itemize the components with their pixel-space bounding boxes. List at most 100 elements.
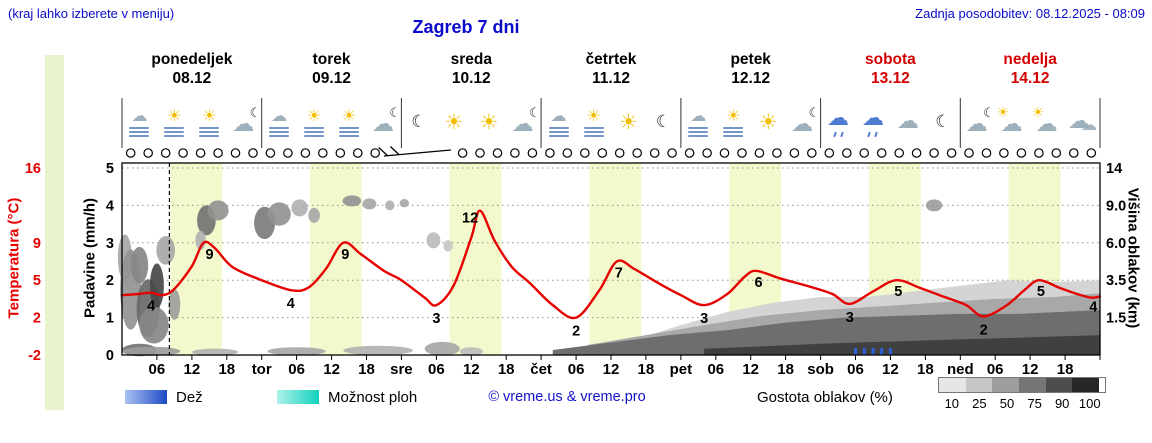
rain-bar xyxy=(862,348,866,355)
cloud-blob xyxy=(343,345,413,356)
weather-icon-clouds: ☁ ☁ xyxy=(1061,96,1105,148)
cloud-blob xyxy=(362,198,377,210)
weather-icon-sun: ☀ xyxy=(467,96,511,148)
cloud-blob xyxy=(443,240,453,252)
wind-barb-feathers xyxy=(378,146,400,157)
moon-phase-dot xyxy=(597,148,608,158)
rain-bar xyxy=(871,348,875,355)
cloud-blob xyxy=(459,347,483,356)
rain-bars xyxy=(854,348,892,355)
cloud-blob xyxy=(168,289,181,320)
moon-phase-dot xyxy=(841,148,852,158)
precip-tick-label: 0 xyxy=(106,348,114,364)
temperature-line xyxy=(120,209,1102,320)
temperature-tick-label: -2 xyxy=(28,348,41,364)
x-hour-label: 06 xyxy=(288,361,305,378)
weather-icon-cloud: ☁ xyxy=(886,96,930,148)
temperature-axis-ticks: 16 9 5 2 -2 xyxy=(25,161,41,364)
fog-icon xyxy=(548,126,569,137)
cloud-blob xyxy=(291,199,308,217)
sun-icon: ☀ xyxy=(586,105,601,125)
moon-phase-dot xyxy=(1086,148,1097,158)
cloud-density-swatch xyxy=(1045,378,1073,392)
moon-phase-dot xyxy=(457,148,468,158)
weather-icon-drizzle: ☁ xyxy=(816,96,860,148)
temperature-value-label: 6 xyxy=(755,275,763,291)
weather-icon-fog-cloud: ☁ xyxy=(537,96,581,148)
moon-phase-dot xyxy=(719,148,730,158)
cloud-blob xyxy=(122,346,181,356)
sun-icon: ☀ xyxy=(758,109,778,134)
weather-icon-moon: ☾ xyxy=(641,96,685,148)
moon-cloud-icon: ☾ ☁ xyxy=(965,105,995,137)
x-hour-label: 18 xyxy=(638,361,655,378)
moon-cloud-icon: ☾ ☁ xyxy=(371,105,401,137)
x-day-label: sob xyxy=(807,361,834,378)
cloud-density-bands xyxy=(552,280,1100,355)
cloud-density-swatch xyxy=(1072,378,1100,392)
temperature-value-label: 3 xyxy=(846,310,854,326)
moon-phase-dot xyxy=(702,148,712,158)
moon-phase-dot xyxy=(789,148,800,158)
cloud-blobs xyxy=(117,195,943,357)
cloud-blob xyxy=(385,200,395,211)
moon-phase-dot xyxy=(859,148,869,158)
x-hour-label: 06 xyxy=(428,361,445,378)
cloud-density-tick: 100 xyxy=(1078,396,1101,411)
day-header-ponedeljek: ponedeljek 08.12 xyxy=(122,50,262,88)
fog-icon xyxy=(688,126,709,137)
moon-cloud-icon: ☾ ☁ xyxy=(232,105,262,137)
x-hour-label: 18 xyxy=(358,361,375,378)
temperature-value-label: 3 xyxy=(700,311,708,327)
cloud-band xyxy=(704,335,1100,355)
precip-tick-label: 1 xyxy=(106,311,114,327)
moon-phase-dot xyxy=(562,148,573,158)
cloud-density-legend-label: Gostota oblakov (%) xyxy=(757,389,893,406)
daytime-band xyxy=(310,163,362,355)
sun-icon: ☀ xyxy=(167,105,182,125)
x-hour-label: 18 xyxy=(1057,361,1074,378)
clouds-icon: ☁ ☁ xyxy=(1068,109,1098,134)
weather-icon-moon-cloud: ☾ ☁ xyxy=(781,96,825,148)
daytime-band xyxy=(589,163,642,355)
fog-icon xyxy=(583,126,604,137)
temperature-value-label: 4 xyxy=(287,296,295,312)
day-name: sreda xyxy=(450,51,492,68)
temperature-value-label: 5 xyxy=(894,284,902,300)
sun-icon: ☀ xyxy=(619,109,638,134)
showers-legend-label: Možnost ploh xyxy=(328,389,418,406)
cloud-height-tick-label: 6.0 xyxy=(1106,236,1126,252)
x-hour-label: 18 xyxy=(777,361,794,378)
moon-phase-dot xyxy=(579,148,590,158)
moon-phase-dot xyxy=(929,148,939,158)
x-hour-label: 12 xyxy=(323,361,340,378)
day-date: 12.12 xyxy=(731,70,771,87)
x-hour-label: 06 xyxy=(847,361,864,378)
x-day-label: sre xyxy=(390,361,413,378)
copyright-link[interactable]: © vreme.us & vreme.pro xyxy=(488,389,646,405)
cloud-blob xyxy=(195,230,206,250)
moon-phase-dot xyxy=(1016,148,1027,158)
moon-phase-dot xyxy=(475,148,485,158)
cloud-blob xyxy=(925,199,943,212)
moon-icon: ☾ xyxy=(411,111,427,132)
temperature-value-label: 2 xyxy=(980,322,988,338)
rain-legend-label: Dež xyxy=(176,389,203,406)
weather-icon-sun-cloud: ☀ ☁ xyxy=(991,96,1035,148)
day-date: 14.12 xyxy=(1010,70,1050,87)
sun-cloud-icon: ☀ ☁ xyxy=(996,104,1023,137)
moon-phase-dot xyxy=(213,148,223,158)
x-hour-label: 12 xyxy=(184,361,201,378)
cloud-icon: ☁ xyxy=(896,109,919,134)
day-header-sreda: sreda 10.12 xyxy=(401,50,541,88)
temperature-value-label: 4 xyxy=(1089,300,1097,316)
sun-cloud-icon: ☀ ☁ xyxy=(1031,104,1058,137)
moon-phase-dot xyxy=(999,148,1009,158)
weather-icon-fog-sun: ☀ xyxy=(152,96,196,148)
x-hour-label: 06 xyxy=(987,361,1004,378)
weather-icon-fog-sun: ☀ xyxy=(187,96,231,148)
day-date: 10.12 xyxy=(451,70,491,87)
cloud-density-tick: 10 xyxy=(944,396,960,411)
sun-icon: ☀ xyxy=(202,105,217,125)
x-hour-label: 12 xyxy=(603,361,620,378)
